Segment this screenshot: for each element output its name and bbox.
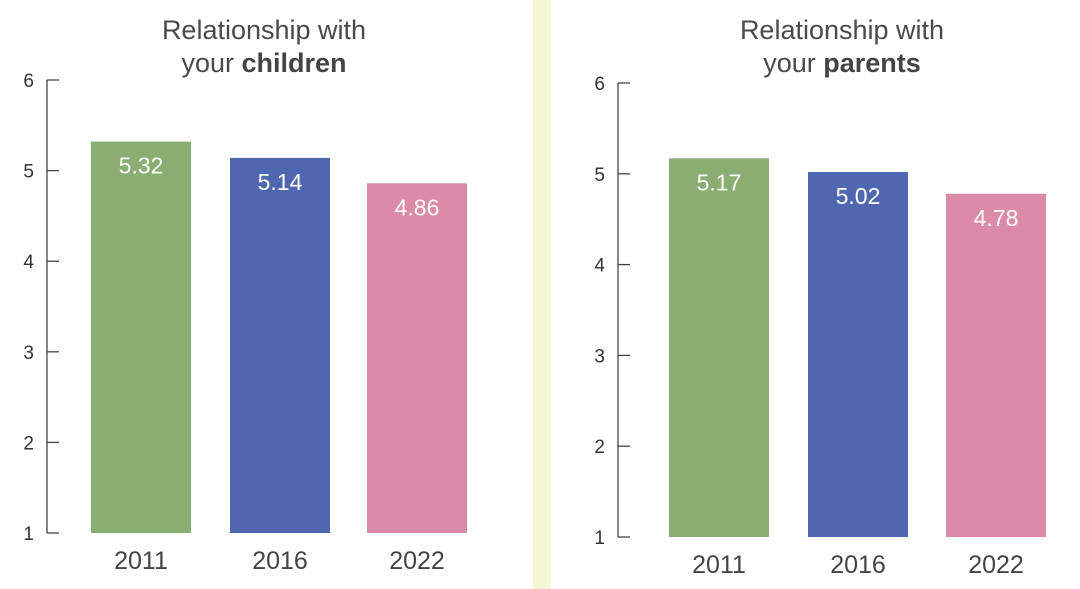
- chart-title-bold: children: [241, 48, 347, 78]
- chart-title-line1: Relationship with: [161, 15, 367, 45]
- data-label-2022: 4.78: [974, 205, 1019, 231]
- y-tick-label: 3: [23, 343, 34, 364]
- chart-title-prefix: your: [763, 48, 824, 78]
- y-tick-label: 5: [23, 162, 34, 183]
- panel-divider: [533, 0, 551, 589]
- x-tick-label-2011: 2011: [114, 547, 168, 575]
- chart-title-line2: your parents: [692, 47, 992, 80]
- data-label-2016: 5.02: [836, 183, 881, 209]
- chart-title-bold: parents: [823, 48, 921, 78]
- y-tick-label: 4: [23, 252, 34, 273]
- bar-2016: [808, 171, 908, 537]
- y-tick-label: 1: [23, 524, 34, 545]
- x-tick-label-2022: 2022: [968, 551, 1024, 579]
- bar-2011: [91, 141, 191, 533]
- chart-panel-0: 1 2 3 4 5 6 5.32 2011 5.14 2016 4.86 2022: [23, 71, 467, 575]
- bar-2011: [669, 158, 769, 537]
- chart-title-parents: Relationship with your parents: [692, 14, 992, 80]
- data-label-2011: 5.17: [697, 169, 742, 195]
- y-tick-label: 5: [594, 165, 605, 186]
- chart-title-children: Relationship with your children: [114, 14, 414, 80]
- y-tick-label: 2: [23, 433, 34, 454]
- y-tick-label: 2: [594, 437, 605, 458]
- chart-title-prefix: your: [181, 48, 242, 78]
- x-tick-label-2016: 2016: [252, 547, 308, 575]
- chart-panel-1: 1 2 3 4 5 6 5.17 2011 5.02 2016 4.78 2022: [594, 74, 1046, 579]
- chart-title-line1: Relationship with: [739, 15, 945, 45]
- chart-title-line2: your children: [114, 47, 414, 80]
- data-label-2016: 5.14: [258, 169, 303, 195]
- y-tick-label: 3: [594, 346, 605, 367]
- y-tick-label: 1: [594, 528, 605, 549]
- bar-2022: [946, 193, 1046, 537]
- x-tick-label-2011: 2011: [692, 551, 746, 579]
- x-tick-label-2016: 2016: [830, 551, 886, 579]
- bar-2016: [230, 157, 330, 533]
- y-tick-label: 6: [594, 74, 605, 95]
- y-tick-label: 6: [23, 71, 34, 92]
- data-label-2011: 5.32: [119, 153, 164, 179]
- y-tick-label: 4: [594, 256, 605, 277]
- data-label-2022: 4.86: [395, 194, 440, 220]
- x-tick-label-2022: 2022: [389, 547, 445, 575]
- bar-2022: [367, 183, 467, 533]
